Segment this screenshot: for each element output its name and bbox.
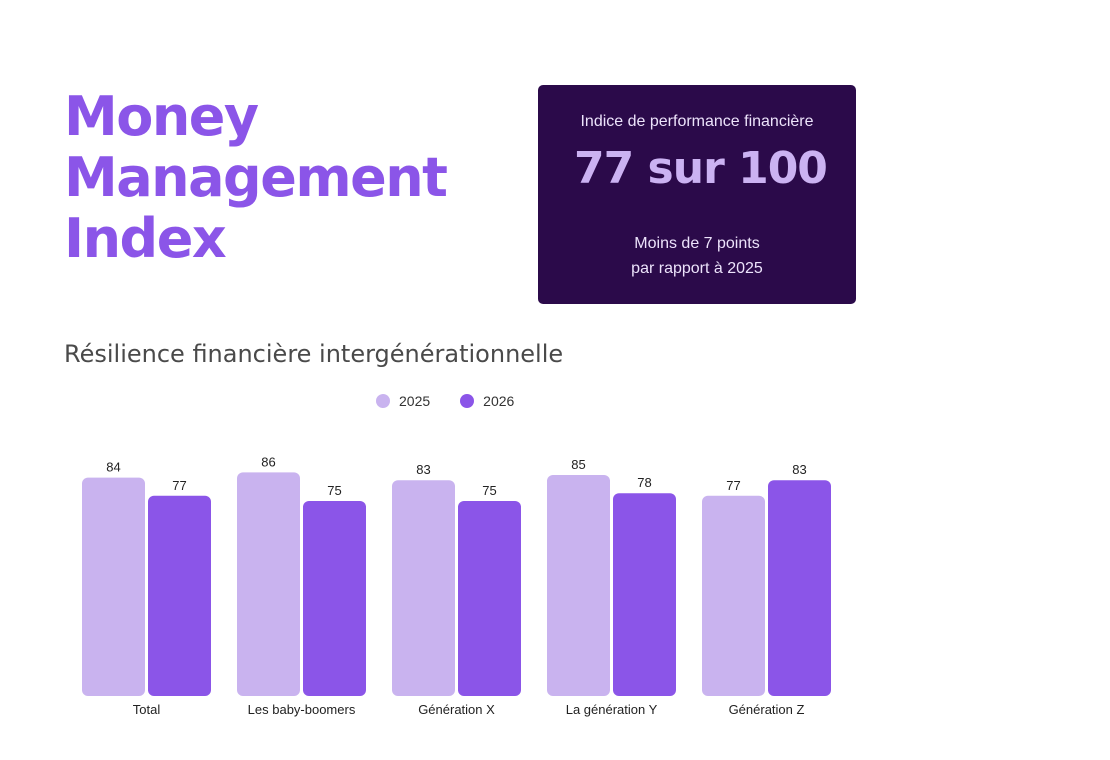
bar-2026: [613, 493, 676, 696]
category-label: Total: [133, 702, 161, 717]
main-title: Money Management Index: [64, 85, 448, 270]
data-label: 75: [482, 483, 496, 498]
category-label: Génération X: [418, 702, 495, 717]
score-card: Indice de performance financière 77 sur …: [538, 85, 856, 304]
legend-item-2025: 2025: [376, 393, 430, 409]
bar-2025: [702, 495, 765, 696]
bar-2026: [303, 501, 366, 696]
data-label: 83: [416, 462, 430, 477]
main-title-line-3: Index: [64, 207, 227, 270]
legend-item-2026: 2026: [460, 393, 514, 409]
legend-label-2026: 2026: [483, 393, 515, 409]
bar-2025: [547, 475, 610, 696]
score-note-line-1: Moins de 7 points: [634, 235, 760, 252]
bar-2025: [392, 480, 455, 696]
data-label: 86: [261, 454, 275, 469]
category-label: Les baby-boomers: [248, 702, 356, 717]
score-note: Moins de 7 points par rapport à 2025: [538, 231, 856, 281]
score-label: Indice de performance financière: [580, 113, 814, 130]
legend-swatch-2026: [460, 394, 475, 408]
chart-legend: 2025 2026: [376, 393, 544, 409]
bar-2025: [82, 477, 145, 696]
bar-group: 83 75 Génération X: [392, 462, 521, 717]
bar-group: 85 78 La génération Y: [547, 457, 676, 717]
data-label: 84: [106, 460, 120, 475]
bar-group: 84 77 Total: [82, 460, 211, 717]
bar-group: 86 75 Les baby-boomers: [237, 454, 366, 717]
data-label: 85: [571, 457, 585, 472]
data-label: 78: [637, 475, 651, 490]
main-title-line-2: Management: [64, 146, 448, 209]
chart-title: Résilience financière intergénérationnel…: [64, 340, 564, 368]
bar-group: 77 83 Génération Z: [702, 462, 831, 717]
score-value: 77 sur 100: [574, 143, 828, 194]
data-label: 75: [327, 483, 341, 498]
category-label: La génération Y: [566, 702, 658, 717]
data-label: 77: [726, 478, 740, 493]
bar-2026: [148, 495, 211, 696]
legend-swatch-2025: [376, 394, 390, 408]
legend-label-2025: 2025: [399, 393, 431, 409]
bar-chart: 84 77 Total 86 75 Les baby-boomers 83 75 Générat…: [82, 454, 831, 717]
score-note-line-2: par rapport à 2025: [631, 260, 763, 277]
bar-2026: [768, 480, 831, 696]
bar-2026: [458, 501, 521, 696]
bar-2025: [237, 472, 300, 696]
data-label: 83: [792, 462, 806, 477]
data-label: 77: [172, 478, 186, 493]
category-label: Génération Z: [729, 702, 805, 717]
main-title-line-1: Money: [64, 85, 259, 148]
